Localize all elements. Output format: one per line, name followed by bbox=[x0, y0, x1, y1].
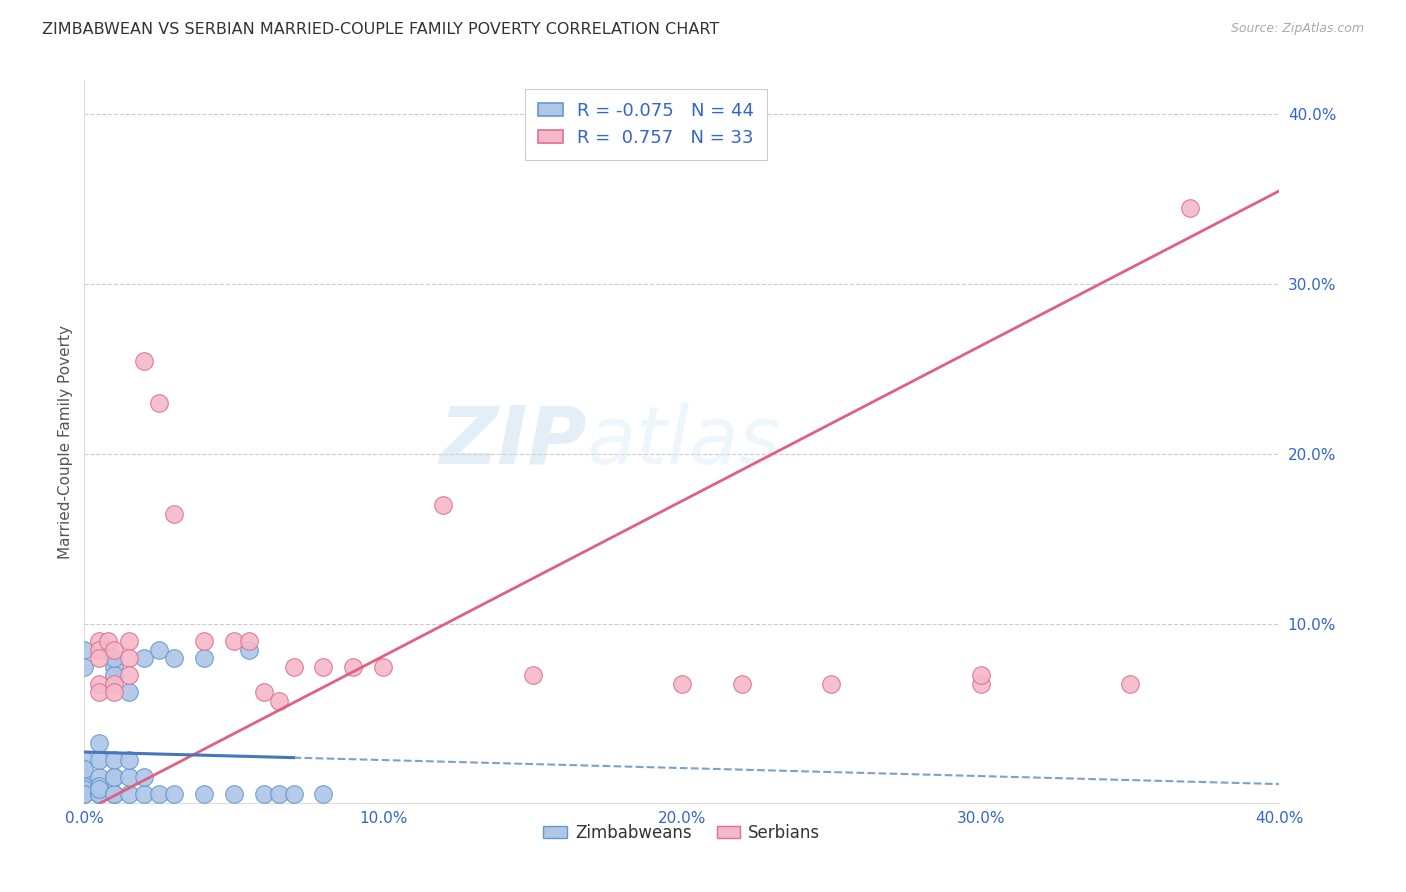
Point bbox=[1119, 677, 1142, 691]
Point bbox=[283, 660, 305, 674]
Point bbox=[103, 668, 125, 682]
Point bbox=[731, 677, 754, 691]
Point bbox=[89, 685, 111, 699]
Point bbox=[970, 668, 993, 682]
Point bbox=[163, 507, 186, 521]
Point bbox=[253, 787, 276, 801]
Point bbox=[820, 677, 842, 691]
Point bbox=[89, 736, 111, 750]
Point bbox=[222, 787, 245, 801]
Point bbox=[103, 787, 125, 801]
Point bbox=[118, 770, 141, 784]
Point bbox=[267, 694, 290, 708]
Point bbox=[132, 787, 156, 801]
Point bbox=[103, 753, 125, 767]
Point bbox=[238, 642, 260, 657]
Point bbox=[97, 634, 120, 648]
Point bbox=[73, 753, 96, 767]
Point bbox=[103, 770, 125, 784]
Text: atlas: atlas bbox=[586, 402, 782, 481]
Point bbox=[132, 353, 156, 368]
Point bbox=[238, 634, 260, 648]
Point bbox=[73, 660, 96, 674]
Point bbox=[163, 787, 186, 801]
Point bbox=[89, 787, 111, 801]
Text: ZIMBABWEAN VS SERBIAN MARRIED-COUPLE FAMILY POVERTY CORRELATION CHART: ZIMBABWEAN VS SERBIAN MARRIED-COUPLE FAM… bbox=[42, 22, 720, 37]
Point bbox=[89, 787, 111, 801]
Point bbox=[148, 787, 170, 801]
Point bbox=[312, 660, 335, 674]
Point bbox=[267, 787, 290, 801]
Point bbox=[73, 642, 96, 657]
Point bbox=[103, 685, 125, 699]
Point bbox=[103, 787, 125, 801]
Y-axis label: Married-Couple Family Poverty: Married-Couple Family Poverty bbox=[58, 325, 73, 558]
Point bbox=[103, 770, 125, 784]
Legend: Zimbabweans, Serbians: Zimbabweans, Serbians bbox=[537, 817, 827, 848]
Point bbox=[118, 668, 141, 682]
Point bbox=[89, 782, 111, 797]
Point bbox=[89, 642, 111, 657]
Point bbox=[89, 634, 111, 648]
Point bbox=[312, 787, 335, 801]
Point bbox=[283, 787, 305, 801]
Point bbox=[163, 651, 186, 665]
Point bbox=[103, 651, 125, 665]
Point bbox=[89, 779, 111, 793]
Point bbox=[73, 782, 96, 797]
Point bbox=[148, 642, 170, 657]
Point bbox=[193, 787, 215, 801]
Point bbox=[73, 762, 96, 776]
Point bbox=[132, 770, 156, 784]
Point bbox=[89, 753, 111, 767]
Point bbox=[89, 677, 111, 691]
Point bbox=[970, 677, 993, 691]
Point bbox=[222, 634, 245, 648]
Point bbox=[342, 660, 364, 674]
Point bbox=[253, 685, 276, 699]
Point bbox=[148, 396, 170, 410]
Point bbox=[671, 677, 693, 691]
Point bbox=[89, 770, 111, 784]
Point bbox=[373, 660, 395, 674]
Point bbox=[89, 787, 111, 801]
Point bbox=[73, 787, 96, 801]
Point bbox=[118, 787, 141, 801]
Point bbox=[118, 685, 141, 699]
Point bbox=[118, 753, 141, 767]
Point bbox=[103, 660, 125, 674]
Text: ZIP: ZIP bbox=[439, 402, 586, 481]
Point bbox=[1178, 201, 1201, 215]
Point bbox=[89, 651, 111, 665]
Point bbox=[193, 651, 215, 665]
Point bbox=[103, 642, 125, 657]
Text: Source: ZipAtlas.com: Source: ZipAtlas.com bbox=[1230, 22, 1364, 36]
Point bbox=[103, 677, 125, 691]
Point bbox=[118, 634, 141, 648]
Point bbox=[73, 787, 96, 801]
Point bbox=[432, 498, 454, 512]
Point bbox=[522, 668, 544, 682]
Point bbox=[73, 770, 96, 784]
Point bbox=[193, 634, 215, 648]
Point bbox=[132, 651, 156, 665]
Point bbox=[73, 779, 96, 793]
Point bbox=[118, 651, 141, 665]
